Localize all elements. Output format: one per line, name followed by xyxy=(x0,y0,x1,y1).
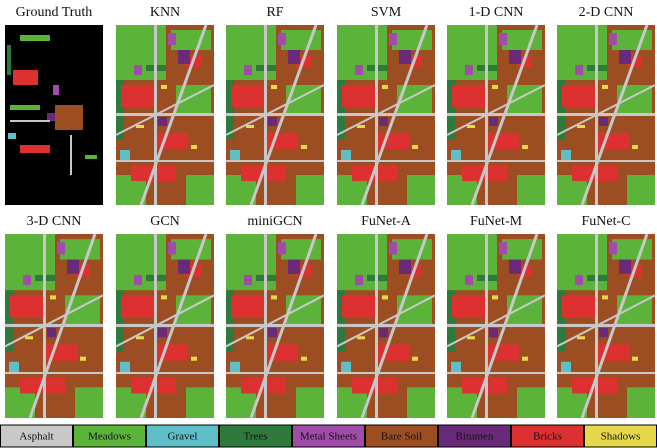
panel-title: FuNet-A xyxy=(361,214,412,229)
classification-map xyxy=(226,25,324,205)
panel-title: miniGCN xyxy=(247,214,302,229)
legend-label: Meadows xyxy=(88,431,131,443)
classification-map xyxy=(557,234,655,418)
panel-title: 2-D CNN xyxy=(579,5,634,20)
panel-title: RF xyxy=(266,5,283,20)
panel-title: GCN xyxy=(150,214,180,229)
legend-swatch xyxy=(0,424,73,448)
legend-label: Asphalt xyxy=(19,431,53,443)
classification-map xyxy=(226,234,324,418)
legend-label: Bricks xyxy=(533,431,562,443)
panel-title: 3-D CNN xyxy=(27,214,82,229)
classification-map xyxy=(116,234,214,418)
classification-map xyxy=(447,25,545,205)
legend-swatch xyxy=(292,424,365,448)
classification-map xyxy=(337,25,435,205)
panel-title: FuNet-M xyxy=(470,214,523,229)
legend-label: Metal Sheets xyxy=(300,431,357,443)
legend-label: Bare Soil xyxy=(381,431,422,443)
panel-title: SVM xyxy=(371,5,402,20)
panel-title: FuNet-C xyxy=(582,214,631,229)
legend-label: Trees xyxy=(243,431,267,443)
legend-label: Gravel xyxy=(168,431,198,443)
classification-map xyxy=(447,234,545,418)
legend-swatch xyxy=(365,424,438,448)
panel-title: Ground Truth xyxy=(16,5,93,20)
legend-swatch xyxy=(73,424,146,448)
legend-swatch xyxy=(438,424,511,448)
legend-swatch xyxy=(511,424,584,448)
classification-map xyxy=(5,234,103,418)
legend-swatch xyxy=(146,424,219,448)
panel-title: 1-D CNN xyxy=(469,5,524,20)
panel-title: KNN xyxy=(150,5,180,20)
classification-map xyxy=(557,25,655,205)
legend-label: Bitumen xyxy=(456,431,494,443)
classification-map xyxy=(116,25,214,205)
legend-label: Shadows xyxy=(601,431,641,443)
legend-swatch xyxy=(219,424,292,448)
classification-map xyxy=(337,234,435,418)
classification-map xyxy=(5,25,103,205)
